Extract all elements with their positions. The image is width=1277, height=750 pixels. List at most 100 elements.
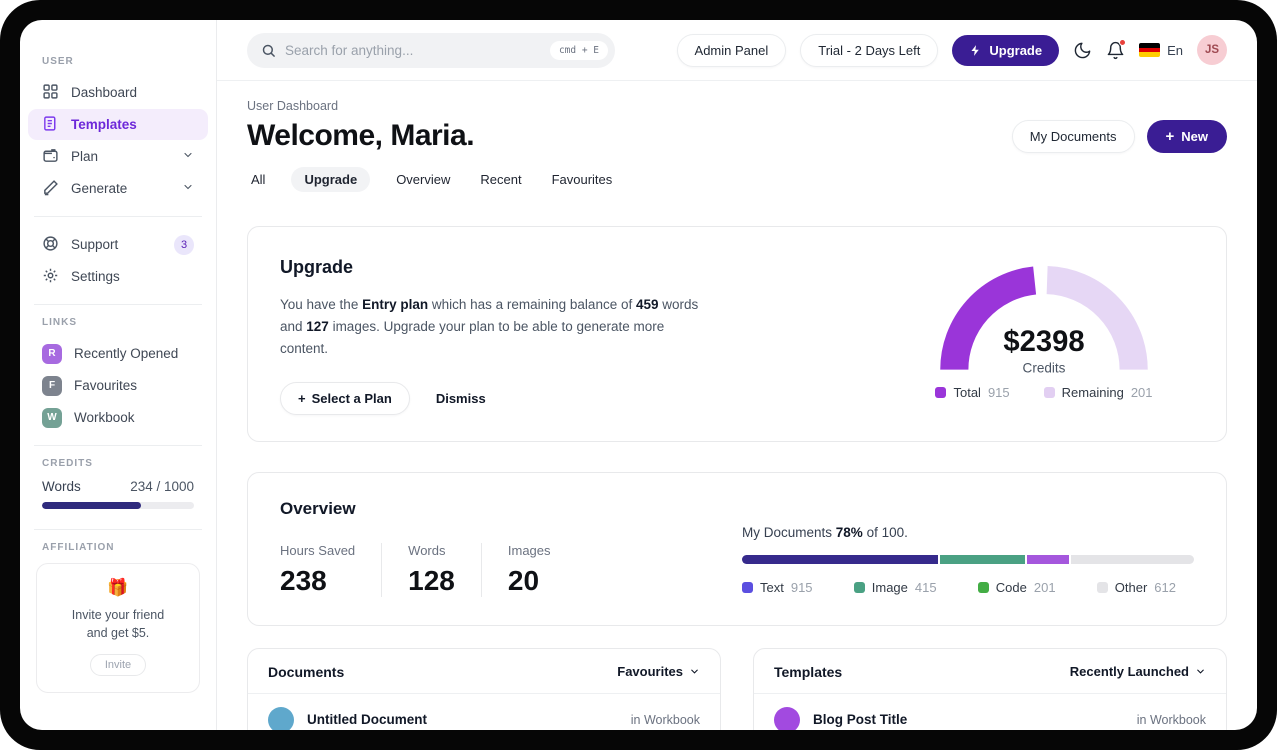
search-placeholder: Search for anything... [285,42,414,58]
search-input[interactable]: Search for anything... cmd + E [247,32,615,68]
gift-icon: 🎁 [107,578,129,597]
affiliation-card: 🎁 Invite your friend and get $5. Invite [36,563,200,694]
upgrade-card-title: Upgrade [280,257,354,277]
sidebar-divider [34,445,202,446]
upgrade-card: Upgrade You have the Entry plan which ha… [247,226,1227,442]
sidebar-link-workbook[interactable]: W Workbook [28,402,208,433]
sidebar-item-label: Templates [71,117,137,132]
select-plan-button[interactable]: + Select a Plan [280,381,410,415]
invite-button[interactable]: Invite [89,654,147,677]
template-list-item[interactable]: Blog Post Title in Workbook [754,694,1226,730]
sidebar-link-recently-opened[interactable]: R Recently Opened [28,338,208,369]
gauge-remaining-segment [1046,265,1148,371]
documents-card: Documents Favourites Untitled Document i… [247,647,721,730]
tab-all[interactable]: All [251,172,266,187]
sidebar-link-label: Recently Opened [74,346,179,361]
documents-filter-dropdown[interactable]: Favourites [617,664,700,679]
notification-dot [1119,38,1127,46]
plan-wallet-icon [42,147,59,167]
legend-item-image: Image 415 [853,580,937,595]
upgrade-button[interactable]: Upgrade [952,34,1060,66]
sidebar-link-favourites[interactable]: F Favourites [28,370,208,401]
stat-hours-saved: Hours Saved 238 [280,542,356,596]
recently-opened-letter-icon: R [42,343,62,364]
my-documents-button[interactable]: My Documents [1011,119,1135,153]
sidebar-divider [34,304,202,305]
sidebar-section-affiliation: AFFILIATION [42,542,115,553]
document-location: in Workbook [630,712,700,727]
gauge-legend: Total 915 Remaining 201 [935,385,1153,400]
documents-card-title: Documents [268,663,345,680]
bar-segment-image [940,554,1025,564]
search-shortcut-badge: cmd + E [549,40,608,60]
tab-upgrade[interactable]: Upgrade [291,167,371,192]
app-window: USER Dashboard Templates Plan [20,20,1257,730]
words-progress-bar [42,502,194,509]
plus-icon: + [298,390,306,406]
dashboard-grid-icon [42,83,59,103]
sidebar-section-user: USER [42,56,74,67]
legend-swatch [1096,581,1108,593]
overview-card-title: Overview [280,498,356,518]
generate-pencil-icon [42,179,59,199]
dark-mode-toggle[interactable] [1073,41,1092,60]
tab-recent[interactable]: Recent [480,172,522,187]
document-title: Untitled Document [307,712,427,728]
stacked-progress-bar [742,554,1194,564]
tab-favourites[interactable]: Favourites [551,172,613,187]
overview-card: Overview Hours Saved 238 Words 128 Image… [247,471,1227,626]
sidebar-item-settings[interactable]: Settings [28,261,208,292]
bar-segment-text [742,554,939,564]
sidebar-item-label: Dashboard [71,85,138,100]
sidebar-item-templates[interactable]: Templates [28,109,208,140]
main-area: Search for anything... cmd + E Admin Pan… [217,20,1257,730]
stat-images: Images 20 [480,542,577,597]
user-avatar[interactable]: JS [1197,35,1227,65]
sidebar-item-generate[interactable]: Generate [28,173,208,204]
filter-tabs: All Upgrade Overview Recent Favourites [247,167,1227,192]
legend-item-other: Other 612 [1096,580,1176,595]
sidebar-item-dashboard[interactable]: Dashboard [28,77,208,108]
language-selector[interactable]: En [1139,43,1183,58]
gauge-arc: $2398 Credits [940,265,1148,376]
credits-words-value: 234 / 1000 [130,479,194,494]
breadcrumb: User Dashboard [247,99,339,113]
admin-panel-button[interactable]: Admin Panel [676,33,787,67]
legend-item-total: Total 915 [935,385,1010,400]
sidebar: USER Dashboard Templates Plan [20,20,217,730]
notifications-button[interactable] [1106,38,1127,60]
plus-icon: + [1165,127,1175,145]
chevron-down-icon [689,666,700,677]
sidebar-link-label: Workbook [74,410,135,425]
affiliation-text: Invite your friend and get $5. [71,608,165,641]
documents-progress-chart: My Documents 78% of 100. Text 915 [742,499,1194,597]
legend-swatch [977,581,989,593]
legend-item-remaining: Remaining 201 [1043,385,1153,400]
sidebar-item-plan[interactable]: Plan [28,141,208,172]
chevron-down-icon [1195,666,1206,677]
page-title: Welcome, Maria. [247,119,475,152]
templates-filter-dropdown[interactable]: Recently Launched [1070,664,1206,679]
sidebar-item-support[interactable]: Support 3 [28,229,208,260]
sidebar-divider [34,529,202,530]
stat-words: Words 128 [381,542,481,597]
gauge-center-value: $2398 [1003,326,1084,358]
sidebar-link-label: Favourites [74,378,138,393]
sidebar-item-label: Generate [71,181,128,196]
dismiss-button[interactable]: Dismiss [435,390,486,406]
chevron-down-icon [182,149,194,164]
templates-card: Templates Recently Launched Blog Post Ti… [753,647,1227,730]
support-lifebuoy-icon [42,235,59,255]
upgrade-card-body: You have the Entry plan which has a rema… [280,297,699,356]
trial-status-button[interactable]: Trial - 2 Days Left [800,33,939,67]
legend-swatch [853,581,865,593]
tab-overview[interactable]: Overview [396,172,451,187]
new-button[interactable]: + New [1146,119,1227,153]
gauge-total-segment [940,266,1037,371]
support-count-badge: 3 [174,234,194,255]
bar-segment-code [1026,554,1070,564]
credits-words-label: Words [42,479,81,494]
document-list-item[interactable]: Untitled Document in Workbook [248,694,720,730]
sidebar-item-label: Settings [71,269,120,284]
topbar: Search for anything... cmd + E Admin Pan… [217,20,1257,81]
